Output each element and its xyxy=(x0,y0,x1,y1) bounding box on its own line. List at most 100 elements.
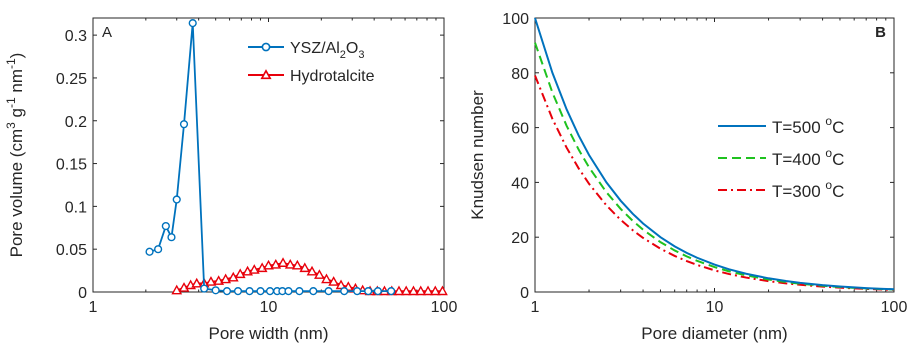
panel-b-x-tick-label: 100 xyxy=(881,299,908,316)
legend-ysz-label: YSZ/Al2O3 xyxy=(290,40,365,61)
panel-a-y-axis-label: Pore volume (cm3 g-1 nm-1) xyxy=(4,53,26,258)
hydrotalcite-point xyxy=(284,258,296,269)
legend-temp-main: T=500 xyxy=(772,118,825,137)
legend-ysz-sub1: 2 xyxy=(340,49,346,61)
legend-ysz-main: YSZ/Al xyxy=(290,40,340,57)
hydrotalcite-point xyxy=(248,264,260,274)
legend-temp-main: T=300 xyxy=(772,182,825,201)
ysz-point xyxy=(245,287,254,296)
ysz-point xyxy=(200,284,209,293)
hydrotalcite-point xyxy=(314,269,325,279)
panel-a-x-tick-label: 1 xyxy=(89,299,98,316)
hydrotalcite-point xyxy=(415,285,427,296)
ysz-point xyxy=(256,287,265,296)
panel-b-y-tick-label: 80 xyxy=(511,66,529,83)
y-label-main: Pore volume (cm xyxy=(7,129,26,257)
ysz-point xyxy=(179,120,189,129)
hydrotalcite-point xyxy=(321,273,332,284)
ysz-point xyxy=(167,233,176,242)
panel-b-y-tick-label: 0 xyxy=(520,285,529,302)
legend-temperature-label: T=300 oC xyxy=(772,178,844,201)
legend-temperature-label: T=500 oC xyxy=(772,114,844,137)
hydrotalcite-point xyxy=(220,273,232,284)
ysz-point xyxy=(373,287,382,296)
hydrotalcite-point xyxy=(191,277,203,288)
panel-a-x-tick-label: 100 xyxy=(431,299,458,316)
ysz-point xyxy=(284,287,293,296)
y-label-sup2: -1 xyxy=(4,97,18,108)
legend-temp-unit: C xyxy=(832,150,844,169)
hydrotalcite-point xyxy=(400,285,412,296)
y-label-mid1: g xyxy=(7,108,26,122)
hydrotalcite-point xyxy=(408,285,419,296)
hydrotalcite-point xyxy=(393,285,405,296)
panel-b-x-tick-label: 1 xyxy=(531,299,540,316)
hydrotalcite-point xyxy=(328,276,340,286)
panel-b-y-axis-label: Knudsen number xyxy=(468,90,487,220)
panel-b-y-tick-label: 20 xyxy=(511,230,529,247)
panel-a-data xyxy=(145,19,448,296)
ysz-point xyxy=(211,286,220,295)
panel-b-y-tick-label: 40 xyxy=(511,175,529,192)
hydrotalcite-point xyxy=(263,259,274,270)
ysz-point xyxy=(295,287,304,296)
legend-ysz-marker xyxy=(261,42,271,52)
legend-temp-degree: o xyxy=(825,178,832,192)
legend-temperature-label: T=400 oC xyxy=(772,146,844,169)
hydrotalcite-point xyxy=(205,276,217,286)
panel-a-y-tick-label: 0.05 xyxy=(56,242,87,259)
legend-temp-unit: C xyxy=(832,182,844,201)
panel-a-y-tick-label: 0 xyxy=(78,285,87,302)
y-label-sup1: 3 xyxy=(4,122,18,129)
panel-a-y-tick-label: 0.3 xyxy=(65,28,87,45)
panel-a-y-tick-label: 0.2 xyxy=(65,114,87,131)
ysz-point xyxy=(172,195,181,204)
panel-a-y-tick-label: 0.1 xyxy=(65,199,87,216)
panel-a-legend: YSZ/Al2O3 Hydrotalcite xyxy=(248,40,375,85)
legend-temp-unit: C xyxy=(832,118,844,137)
ysz-point xyxy=(387,287,396,296)
ysz-point xyxy=(154,245,163,254)
panel-b-y-tick-label: 60 xyxy=(511,121,529,138)
panel-b-axes-box xyxy=(534,17,895,293)
hydrotalcite-point xyxy=(422,285,434,296)
hydrotalcite-point xyxy=(306,265,318,276)
panel-a-label: A xyxy=(102,24,112,41)
ysz-point xyxy=(353,287,362,296)
ysz-point xyxy=(309,287,318,296)
panel-b-x-axis-label: Pore diameter (nm) xyxy=(641,324,787,343)
legend-temp-degree: o xyxy=(825,146,832,160)
legend-temp-degree: o xyxy=(825,114,832,128)
hydrotalcite-point xyxy=(277,257,289,267)
ysz-point xyxy=(324,287,333,296)
ysz-point xyxy=(145,247,154,256)
hydrotalcite-point xyxy=(335,279,347,290)
ysz-point xyxy=(265,287,275,296)
panel-a-x-tick-label: 10 xyxy=(260,299,278,316)
legend-ysz-sub2: 3 xyxy=(358,49,364,61)
legend-hydrotalcite-marker xyxy=(260,69,272,80)
ysz-point xyxy=(364,287,373,296)
panel-a-axes-box xyxy=(92,17,445,293)
y-label-mid2: nm xyxy=(7,69,26,97)
ysz-point xyxy=(233,287,243,296)
ysz-point xyxy=(161,221,170,231)
hydrotalcite-point xyxy=(437,285,448,296)
panel-a-x-axis-label: Pore width (nm) xyxy=(209,324,329,343)
panel-b-y-tick-label: 100 xyxy=(502,11,529,28)
panel-b-ticks: 1 10 100 0 20 40 60 80 100 xyxy=(502,11,907,316)
knudsen-curve xyxy=(534,17,895,291)
panel-b-data xyxy=(534,17,895,291)
panel-a-y-tick-label: 0.15 xyxy=(56,157,87,174)
hydrotalcite-point xyxy=(270,258,282,269)
ysz-point xyxy=(340,287,349,296)
legend-temp-main: T=400 xyxy=(772,150,825,169)
y-label-end: ) xyxy=(7,53,26,59)
hydrotalcite-point xyxy=(227,271,239,282)
ysz-point xyxy=(222,287,232,296)
panel-b-x-tick-label: 10 xyxy=(706,299,724,316)
panel-a-y-tick-label: 0.25 xyxy=(56,71,87,88)
